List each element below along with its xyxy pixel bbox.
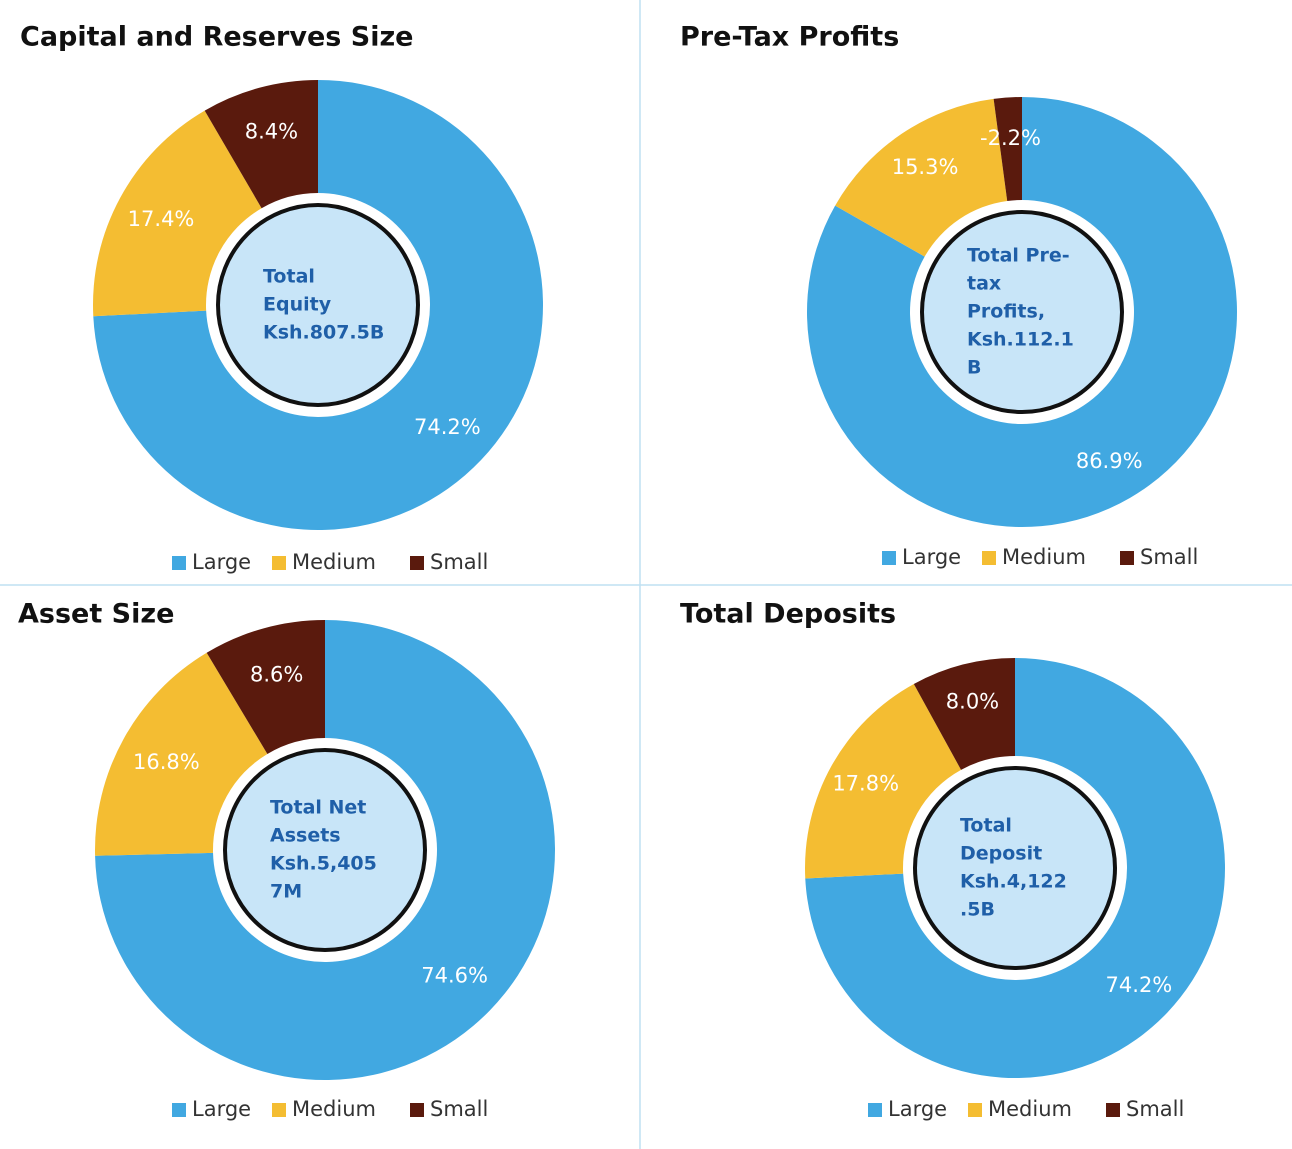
data-label: 17.4% bbox=[128, 207, 195, 231]
data-label: 8.6% bbox=[250, 663, 303, 687]
donut-slice bbox=[835, 98, 1008, 257]
chart-title: Asset Size bbox=[18, 599, 174, 630]
data-label: 8.0% bbox=[946, 689, 999, 713]
legend-swatch bbox=[272, 556, 286, 570]
donut-slice bbox=[93, 110, 262, 317]
legend-label: Large bbox=[192, 550, 251, 574]
donut-slice bbox=[805, 683, 962, 879]
legend-label: Medium bbox=[292, 1097, 376, 1121]
legend-label: Large bbox=[192, 1097, 251, 1121]
donut-slice bbox=[93, 80, 544, 530]
legend-label: Small bbox=[430, 1097, 488, 1121]
center-label: Total bbox=[960, 815, 1012, 837]
donut-slice bbox=[805, 658, 1226, 1078]
legend-swatch bbox=[272, 1103, 286, 1117]
center-label: Total Pre- bbox=[967, 245, 1070, 267]
data-label: 74.2% bbox=[1106, 973, 1173, 997]
legend-swatch bbox=[968, 1103, 982, 1117]
legend-label: Medium bbox=[1002, 545, 1086, 569]
legend-swatch bbox=[410, 1103, 424, 1117]
legend-label: Small bbox=[1140, 545, 1198, 569]
data-label: -2.2% bbox=[980, 126, 1041, 150]
center-label: Ksh.807.5B bbox=[263, 322, 384, 344]
center-label: Total Net bbox=[270, 797, 366, 819]
center-label: Equity bbox=[263, 294, 332, 316]
data-label: 86.9% bbox=[1076, 449, 1143, 473]
legend-swatch bbox=[1106, 1103, 1120, 1117]
legend-label: Small bbox=[1126, 1097, 1184, 1121]
donut-slice bbox=[807, 97, 1238, 527]
center-circle bbox=[223, 748, 427, 952]
legend-label: Small bbox=[430, 550, 488, 574]
donut-slice bbox=[913, 658, 1015, 770]
legend-swatch bbox=[982, 551, 996, 565]
donut-slice bbox=[993, 97, 1022, 201]
center-label: Assets bbox=[270, 825, 341, 847]
donut-slice bbox=[206, 620, 325, 754]
data-label: 16.8% bbox=[133, 750, 200, 774]
legend-label: Large bbox=[888, 1097, 947, 1121]
chart-title: Pre-Tax Profits bbox=[680, 22, 899, 53]
legend-label: Medium bbox=[292, 550, 376, 574]
donut-slice bbox=[95, 620, 555, 1080]
center-label: Ksh.112.1 bbox=[967, 329, 1074, 351]
data-label: 74.6% bbox=[421, 963, 488, 987]
legend-swatch bbox=[172, 1103, 186, 1117]
chart-title: Total Deposits bbox=[680, 599, 896, 630]
center-circle bbox=[913, 766, 1117, 970]
chart-title: Capital and Reserves Size bbox=[20, 22, 413, 53]
center-label: Total bbox=[263, 266, 315, 288]
data-label: 8.4% bbox=[245, 120, 298, 144]
center-label: tax bbox=[967, 273, 1001, 295]
donut-slice bbox=[204, 80, 318, 209]
center-label: Ksh.4,122 bbox=[960, 871, 1067, 893]
center-label: B bbox=[967, 357, 981, 379]
legend-swatch bbox=[868, 1103, 882, 1117]
legend-label: Medium bbox=[988, 1097, 1072, 1121]
center-label: Deposit bbox=[960, 843, 1042, 865]
legend-swatch bbox=[172, 556, 186, 570]
center-label: Profits, bbox=[967, 301, 1045, 323]
legend-swatch bbox=[882, 551, 896, 565]
legend-swatch bbox=[410, 556, 424, 570]
data-label: 15.3% bbox=[892, 155, 959, 179]
legend-swatch bbox=[1120, 551, 1134, 565]
center-label: 7M bbox=[270, 881, 302, 903]
data-label: 74.2% bbox=[414, 415, 481, 439]
center-label: .5B bbox=[960, 899, 995, 921]
center-circle bbox=[216, 203, 420, 407]
center-label: Ksh.5,405 bbox=[270, 853, 377, 875]
legend-label: Large bbox=[902, 545, 961, 569]
data-label: 17.8% bbox=[832, 772, 899, 796]
donut-slice bbox=[95, 652, 268, 856]
center-circle bbox=[920, 210, 1124, 414]
